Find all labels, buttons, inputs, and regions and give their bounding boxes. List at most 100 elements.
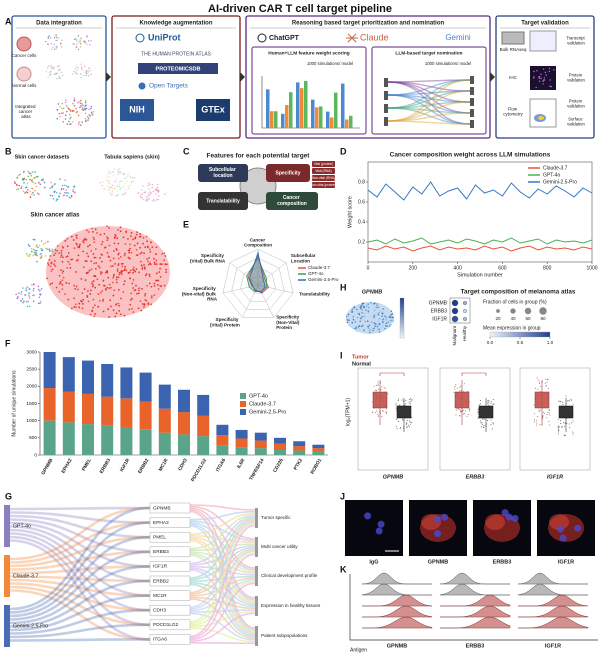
cell-dot (106, 185, 109, 188)
cell-dot (91, 227, 93, 230)
mini-flow (387, 112, 471, 122)
size-legend-dot (539, 307, 547, 315)
cell-dot (156, 283, 159, 286)
legend-label: GPT-4o (308, 271, 324, 276)
section-title: Data integration (36, 21, 82, 27)
mini-bar (319, 106, 323, 128)
cell-dot (124, 177, 127, 179)
cell-dot (362, 325, 364, 327)
bar-segment (178, 389, 190, 413)
sample-dot (459, 386, 461, 388)
bar-segment (254, 440, 267, 449)
cell-dot (85, 104, 87, 106)
cell-dot (61, 288, 64, 291)
cell-dot (39, 256, 42, 259)
sample-dot (546, 414, 548, 416)
cell-dot (49, 194, 52, 197)
cell-dot (22, 287, 24, 289)
cell-dot (36, 192, 39, 194)
cell-dot (133, 244, 136, 247)
cell-dot (103, 232, 106, 235)
thumbnail (530, 66, 556, 90)
cell-dot (53, 183, 56, 186)
cell-dot (103, 188, 105, 190)
cell-dot (123, 269, 126, 272)
cell-dot (165, 268, 168, 271)
cell-dot (159, 275, 162, 278)
label-line: Integrated (15, 104, 37, 109)
sample-dot (572, 420, 574, 422)
cell-dot (368, 307, 370, 310)
sample-dot (409, 399, 411, 401)
sankey-flow (9, 506, 151, 561)
cell-dot (73, 70, 75, 73)
size-legend-dot (524, 307, 532, 315)
cell-dot (149, 191, 152, 194)
cell-dot (110, 305, 112, 308)
cell-dot (73, 100, 76, 102)
cell-dot (72, 190, 74, 193)
cell-dot (75, 306, 77, 308)
cell-dot (360, 317, 362, 320)
cell-dot (137, 292, 140, 295)
sankey-label: Patient subpopulations (261, 633, 308, 638)
cell-dot (81, 66, 83, 69)
x-tick-label: IL6R (236, 457, 247, 469)
cell-dot (158, 271, 161, 273)
sample-dot (408, 426, 410, 428)
umap (346, 302, 394, 334)
cell-dot (351, 310, 353, 312)
label: Transcript validation (566, 36, 586, 46)
cell-dot (553, 69, 555, 71)
cell-dot (106, 225, 108, 228)
sankey-flow (9, 638, 151, 642)
label: Non-vital (protein) (310, 183, 336, 187)
bar-segment (216, 445, 229, 455)
x-tick-label: PTK2 (293, 457, 304, 471)
mini-bar (315, 107, 319, 128)
sample-dot (548, 409, 550, 411)
cell-dot (69, 117, 71, 120)
cell-dot (129, 303, 132, 306)
histogram-ridge (440, 594, 511, 607)
cell-dot (58, 37, 60, 39)
cell-dot (44, 242, 47, 244)
sankey-flow (9, 582, 151, 612)
cell-dot (130, 292, 133, 295)
cell-dot (38, 182, 40, 185)
sample-dot (543, 411, 545, 413)
cell-icon (16, 36, 32, 52)
sample-dot (533, 419, 535, 421)
sample-dot (557, 418, 559, 420)
cell-dot (77, 258, 79, 261)
bar-segment (178, 412, 190, 435)
sample-dot (377, 384, 379, 386)
cell-dot (147, 184, 149, 187)
cell-dot (33, 283, 35, 286)
cell-dot (108, 182, 110, 184)
cell-dot (65, 110, 68, 113)
sample-dot (563, 434, 565, 436)
cell-dot (95, 262, 98, 264)
cell-dot (373, 309, 376, 312)
cell-dot (132, 278, 135, 281)
cell-dot (164, 263, 167, 266)
sankey-flow (9, 565, 151, 625)
cell-dot (47, 240, 49, 243)
cell-dot (75, 66, 78, 68)
sample-dot (490, 424, 492, 426)
cell-dot (111, 281, 114, 284)
bar-segment (82, 360, 94, 394)
cell-dot (69, 113, 71, 116)
cell-dot (140, 196, 142, 199)
cell-dot (147, 196, 149, 199)
cell-dot (152, 198, 155, 201)
sample-dot (563, 422, 565, 424)
cell-dot (146, 246, 149, 249)
cell-dot (367, 327, 369, 329)
cell-dot (354, 327, 356, 330)
nucleus (434, 530, 442, 538)
cell-dot (360, 306, 362, 308)
sample-dot (537, 388, 539, 390)
mini-flow (387, 79, 471, 96)
